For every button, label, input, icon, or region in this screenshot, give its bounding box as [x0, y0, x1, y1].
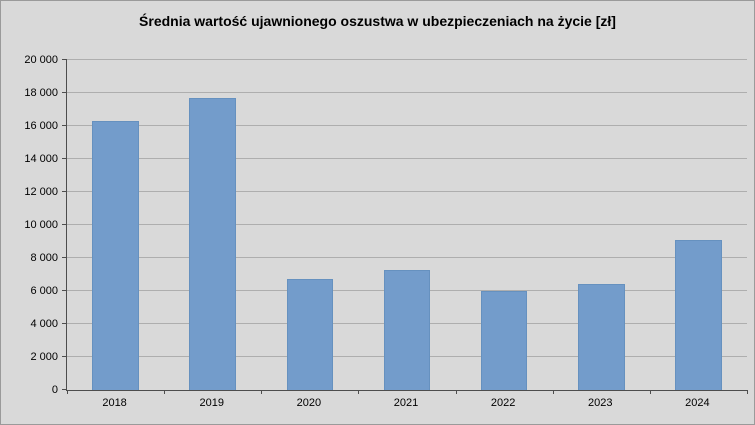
bar-2020 [286, 279, 334, 390]
x-axis-label: 2021 [393, 397, 419, 409]
gridline [67, 125, 747, 126]
x-axis-label: 2022 [490, 397, 516, 409]
x-axis-tick [747, 390, 748, 394]
x-axis-tick [67, 390, 68, 394]
bar-slot [456, 60, 553, 390]
y-axis-tick-label: 14 000 [24, 153, 58, 165]
x-axis-tick [358, 390, 360, 394]
bar-2022 [480, 291, 528, 390]
bar-slot [553, 60, 650, 390]
bars-layer [67, 60, 747, 390]
bar-slot [261, 60, 358, 390]
y-axis-tick [62, 92, 67, 93]
x-axis-label: 2020 [296, 397, 322, 409]
y-axis-tick-label: 10 000 [24, 219, 58, 231]
gridline [67, 92, 747, 93]
x-axis-label: 2023 [588, 397, 613, 409]
x-axis-tick [261, 390, 263, 394]
y-axis-tick-label: 2 000 [30, 351, 58, 363]
y-axis-tick-label: 4 000 [30, 318, 58, 330]
x-axis-tick [455, 390, 457, 394]
y-axis-tick-label: 20 000 [24, 54, 58, 66]
y-axis-tick-label: 8 000 [30, 252, 58, 264]
y-axis-tick [62, 323, 67, 324]
gridline [67, 191, 747, 192]
gridline [67, 158, 747, 159]
plot-area: 0 2 000 4 000 6 000 8 000 10 000 12 000 14 000 1… [24, 54, 748, 396]
x-axis-label: 2024 [685, 397, 710, 409]
x-axis-tick [649, 390, 651, 394]
y-axis-tick [62, 356, 67, 357]
x-axis-label: 2019 [199, 397, 224, 409]
x-axis-tick [164, 390, 166, 394]
gridline [67, 59, 747, 60]
y-axis-tick [62, 191, 67, 192]
bar-slot [358, 60, 455, 390]
bar-2018 [92, 121, 139, 390]
y-axis-tick [62, 158, 67, 159]
y-axis-tick [62, 59, 67, 60]
y-axis-tick [62, 290, 67, 291]
y-axis-tick-label: 6 000 [30, 285, 58, 297]
y-axis-tick [62, 125, 67, 126]
x-axis-label: 2018 [102, 397, 127, 409]
bar-slot [650, 60, 747, 390]
bar-2019 [189, 97, 237, 390]
y-axis-tick-label: 18 000 [24, 87, 58, 99]
y-axis-tick [62, 257, 67, 258]
y-axis-tick [62, 224, 67, 225]
x-axis-tick [552, 390, 554, 394]
bar-2023 [577, 284, 625, 390]
y-axis-tick-label: 0 [51, 384, 58, 396]
bar-slot [164, 60, 261, 390]
chart-title: Średnia wartość ujawnionego oszustwa w u… [139, 13, 616, 29]
y-axis-tick [62, 389, 67, 390]
bar-2021 [383, 269, 431, 390]
y-axis-tick-label: 16 000 [24, 120, 58, 132]
bar-slot [67, 60, 164, 390]
y-axis-tick-label: 12 000 [24, 186, 58, 198]
gridline [67, 224, 747, 225]
gridline [67, 257, 747, 258]
bar-2024 [675, 239, 722, 390]
x-axis-labels: 2018 2019 2020 2021 2022 2023 2024 [66, 397, 746, 409]
